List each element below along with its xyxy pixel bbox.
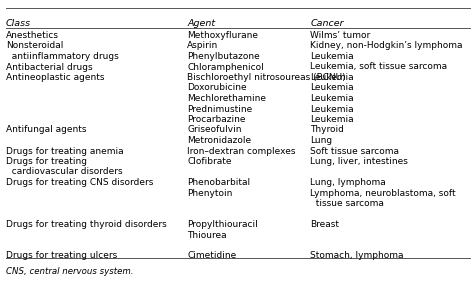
Text: Soft tissue sarcoma: Soft tissue sarcoma [310, 147, 400, 155]
Text: Clofibrate: Clofibrate [187, 157, 232, 166]
Text: Bischloroethyl nitrosoureas (BCNU): Bischloroethyl nitrosoureas (BCNU) [187, 73, 346, 82]
Text: Antibacterial drugs: Antibacterial drugs [6, 62, 92, 72]
Text: Doxorubicine: Doxorubicine [187, 84, 247, 92]
Text: tissue sarcoma: tissue sarcoma [310, 199, 384, 208]
Text: Class: Class [6, 19, 31, 28]
Text: Aspirin: Aspirin [187, 42, 219, 50]
Text: Procarbazine: Procarbazine [187, 115, 246, 124]
Text: Kidney, non-Hodgkin’s lymphoma: Kidney, non-Hodgkin’s lymphoma [310, 42, 463, 50]
Text: Drugs for treating thyroid disorders: Drugs for treating thyroid disorders [6, 220, 166, 229]
Text: antiinflammatory drugs: antiinflammatory drugs [6, 52, 118, 61]
Text: Lymphoma, neuroblastoma, soft: Lymphoma, neuroblastoma, soft [310, 188, 456, 197]
Text: Methoxyflurane: Methoxyflurane [187, 31, 258, 40]
Text: Breast: Breast [310, 220, 339, 229]
Text: Leukemia: Leukemia [310, 73, 354, 82]
Text: Phenytoin: Phenytoin [187, 188, 233, 197]
Text: Lung: Lung [310, 136, 333, 145]
Text: Leukemia: Leukemia [310, 52, 354, 61]
Text: cardiovascular disorders: cardiovascular disorders [6, 167, 122, 177]
Text: Leukemia, soft tissue sarcoma: Leukemia, soft tissue sarcoma [310, 62, 447, 72]
Text: Lung, lymphoma: Lung, lymphoma [310, 178, 386, 187]
Text: Thiourea: Thiourea [187, 230, 227, 240]
Text: Lung, liver, intestines: Lung, liver, intestines [310, 157, 408, 166]
Text: Antifungal agents: Antifungal agents [6, 125, 86, 135]
Text: Drugs for treating: Drugs for treating [6, 157, 87, 166]
Text: Propylthiouracil: Propylthiouracil [187, 220, 258, 229]
Text: Phenylbutazone: Phenylbutazone [187, 52, 260, 61]
Text: Mechlorethamine: Mechlorethamine [187, 94, 266, 103]
Text: Leukemia: Leukemia [310, 105, 354, 114]
Text: Wilms’ tumor: Wilms’ tumor [310, 31, 371, 40]
Text: Anesthetics: Anesthetics [6, 31, 59, 40]
Text: Phenobarbital: Phenobarbital [187, 178, 250, 187]
Text: Leukemia: Leukemia [310, 94, 354, 103]
Text: Stomach, lymphoma: Stomach, lymphoma [310, 252, 404, 260]
Text: Leukemia: Leukemia [310, 84, 354, 92]
Text: Iron–dextran complexes: Iron–dextran complexes [187, 147, 296, 155]
Text: Chloramphenicol: Chloramphenicol [187, 62, 264, 72]
Text: Cancer: Cancer [310, 19, 344, 28]
Text: Cimetidine: Cimetidine [187, 252, 237, 260]
Text: Nonsteroidal: Nonsteroidal [6, 42, 63, 50]
Text: Leukemia: Leukemia [310, 115, 354, 124]
Text: Agent: Agent [187, 19, 215, 28]
Text: Drugs for treating CNS disorders: Drugs for treating CNS disorders [6, 178, 153, 187]
Text: Griseofulvin: Griseofulvin [187, 125, 242, 135]
Text: Thyroid: Thyroid [310, 125, 344, 135]
Text: Drugs for treating ulcers: Drugs for treating ulcers [6, 252, 117, 260]
Text: Prednimustine: Prednimustine [187, 105, 253, 114]
Text: CNS, central nervous system.: CNS, central nervous system. [6, 267, 133, 276]
Text: Metronidazole: Metronidazole [187, 136, 251, 145]
Text: Antineoplastic agents: Antineoplastic agents [6, 73, 104, 82]
Text: Drugs for treating anemia: Drugs for treating anemia [6, 147, 123, 155]
